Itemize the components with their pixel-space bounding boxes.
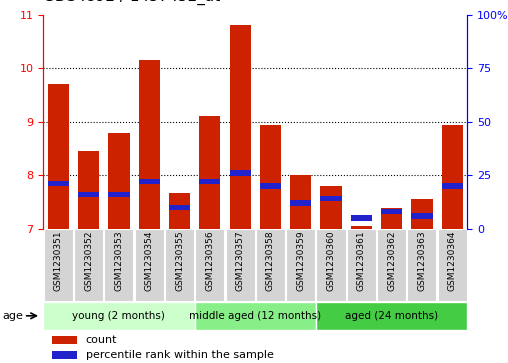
Bar xyxy=(195,229,225,301)
Bar xyxy=(411,199,432,229)
Text: GSM1230361: GSM1230361 xyxy=(357,231,366,291)
Bar xyxy=(441,125,463,229)
Bar xyxy=(169,205,190,210)
Bar xyxy=(377,229,406,301)
Bar xyxy=(316,229,345,301)
Bar xyxy=(74,229,103,301)
Bar xyxy=(139,60,160,229)
Text: GSM1230354: GSM1230354 xyxy=(145,231,154,291)
Bar xyxy=(351,226,372,229)
Text: GSM1230364: GSM1230364 xyxy=(448,231,457,291)
Text: middle aged (12 months): middle aged (12 months) xyxy=(189,311,322,321)
Bar xyxy=(78,151,99,229)
Bar xyxy=(381,209,402,214)
Bar xyxy=(316,302,467,330)
Bar xyxy=(260,183,281,188)
Text: GSM1230362: GSM1230362 xyxy=(387,231,396,291)
Bar xyxy=(226,229,255,301)
Bar xyxy=(438,229,467,301)
Bar xyxy=(52,336,77,344)
Bar xyxy=(441,183,463,188)
Bar xyxy=(108,133,130,229)
Bar xyxy=(48,84,69,229)
Bar xyxy=(169,193,190,229)
Bar xyxy=(139,179,160,184)
Bar xyxy=(351,215,372,221)
Text: GSM1230351: GSM1230351 xyxy=(54,231,63,291)
Text: aged (24 months): aged (24 months) xyxy=(345,311,438,321)
Bar xyxy=(290,175,311,229)
Bar xyxy=(321,186,341,229)
Text: GSM1230363: GSM1230363 xyxy=(418,231,426,291)
Bar xyxy=(290,200,311,206)
Text: GSM1230355: GSM1230355 xyxy=(175,231,184,291)
Bar xyxy=(165,229,194,301)
Bar xyxy=(407,229,436,301)
Text: count: count xyxy=(85,335,117,345)
Bar xyxy=(347,229,376,301)
Text: GSM1230357: GSM1230357 xyxy=(236,231,245,291)
Text: age: age xyxy=(3,311,23,321)
Text: GSM1230359: GSM1230359 xyxy=(296,231,305,291)
Text: young (2 months): young (2 months) xyxy=(73,311,166,321)
Text: GSM1230360: GSM1230360 xyxy=(327,231,335,291)
Bar xyxy=(195,302,316,330)
Text: GDS4892 / 1457452_at: GDS4892 / 1457452_at xyxy=(43,0,220,5)
Bar xyxy=(286,229,315,301)
Bar xyxy=(381,208,402,229)
Bar xyxy=(108,192,130,197)
Text: GSM1230356: GSM1230356 xyxy=(205,231,214,291)
Bar xyxy=(48,181,69,186)
Text: GSM1230358: GSM1230358 xyxy=(266,231,275,291)
Bar xyxy=(230,170,251,176)
Text: GSM1230352: GSM1230352 xyxy=(84,231,93,291)
Bar xyxy=(260,125,281,229)
Bar xyxy=(52,351,77,359)
Bar xyxy=(256,229,285,301)
Bar xyxy=(135,229,164,301)
Bar xyxy=(104,229,134,301)
Bar xyxy=(44,229,73,301)
Bar xyxy=(199,179,220,184)
Text: GSM1230353: GSM1230353 xyxy=(114,231,123,291)
Bar xyxy=(321,196,341,201)
Bar xyxy=(78,192,99,197)
Text: percentile rank within the sample: percentile rank within the sample xyxy=(85,350,273,360)
Bar xyxy=(43,302,195,330)
Bar xyxy=(411,213,432,219)
Bar xyxy=(230,25,251,229)
Bar xyxy=(199,116,220,229)
